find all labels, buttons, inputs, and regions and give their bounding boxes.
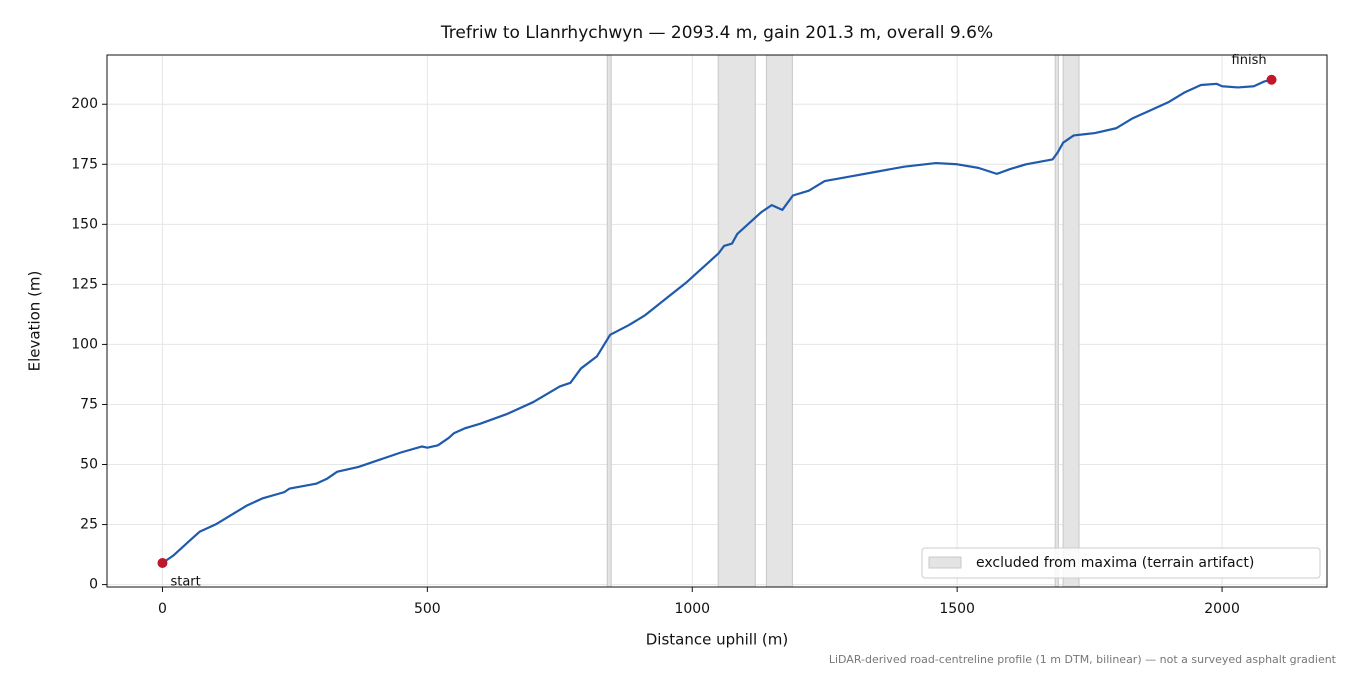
legend-label: excluded from maxima (terrain artifact): [976, 555, 1254, 571]
excluded-span: [1054, 54, 1059, 588]
y-tick-label: 150: [71, 216, 98, 232]
y-tick-label: 175: [71, 156, 98, 172]
endpoint-label: finish: [1232, 53, 1267, 68]
excluded-span: [606, 54, 612, 588]
legend-box: [921, 547, 1321, 579]
x-tick-label: 0: [158, 601, 167, 617]
plot-frame: [106, 54, 1328, 588]
elevation-line: [161, 78, 1272, 564]
y-tick-label: 100: [71, 336, 98, 352]
footnote: LiDAR-derived road-centreline profile (1…: [829, 653, 1337, 666]
excluded-span: [717, 54, 756, 588]
endpoint-marker: [1266, 74, 1277, 85]
chart-title: Trefriw to Llanrhychwyn — 2093.4 m, gain…: [440, 23, 993, 43]
y-tick-label: 50: [80, 457, 98, 473]
endpoint-label: start: [170, 574, 200, 589]
y-tick-label: 125: [71, 276, 98, 292]
y-tick-label: 25: [80, 517, 98, 533]
x-tick-label: 500: [414, 601, 441, 617]
endpoint-marker: [157, 557, 168, 568]
y-tick-label: 200: [71, 96, 98, 112]
x-tick-label: 1500: [939, 601, 975, 617]
y-tick-label: 75: [80, 396, 98, 412]
excluded-span: [765, 54, 793, 588]
y-axis-label: Elevation (m): [26, 271, 44, 372]
y-tick-label: 0: [89, 577, 98, 593]
x-tick-label: 1000: [674, 601, 710, 617]
x-axis-label: Distance uphill (m): [646, 631, 788, 649]
legend-swatch: [928, 556, 962, 569]
x-tick-label: 2000: [1204, 601, 1240, 617]
